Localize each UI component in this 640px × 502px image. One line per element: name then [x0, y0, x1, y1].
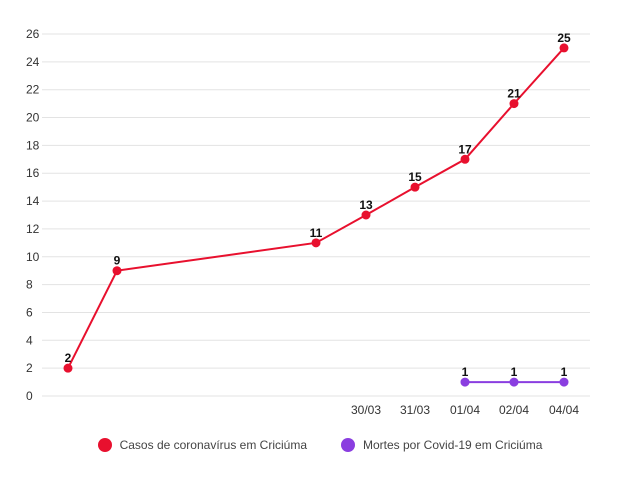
y-tick-label: 18 [26, 138, 40, 152]
data-point [460, 377, 470, 387]
y-tick-label: 4 [26, 333, 33, 347]
y-tick-label: 12 [26, 222, 40, 236]
x-tick-label: 01/04 [450, 403, 480, 417]
x-tick-label: 30/03 [351, 403, 381, 417]
y-tick-label: 14 [26, 194, 40, 208]
data-label: 1 [462, 365, 469, 379]
data-label: 1 [511, 365, 518, 379]
data-point [311, 238, 321, 248]
data-point [509, 99, 519, 109]
legend-label-deaths: Mortes por Covid-19 em Criciúma [363, 438, 543, 452]
data-point [410, 182, 420, 192]
data-label: 2 [65, 351, 72, 365]
data-label: 21 [507, 87, 521, 101]
x-tick-label: 31/03 [400, 403, 430, 417]
data-point [559, 43, 569, 53]
data-label: 25 [557, 31, 571, 45]
y-tick-label: 10 [26, 250, 40, 264]
x-tick-label: 02/04 [499, 403, 529, 417]
data-label: 13 [359, 198, 373, 212]
y-tick-label: 20 [26, 111, 40, 125]
y-tick-label: 0 [26, 389, 33, 403]
data-label: 11 [310, 226, 323, 240]
y-tick-label: 22 [26, 83, 40, 97]
data-label: 17 [458, 142, 472, 156]
y-tick-label: 16 [26, 166, 40, 180]
y-tick-label: 24 [26, 55, 40, 69]
data-label: 9 [114, 254, 121, 268]
data-point [63, 363, 73, 373]
series-line [67, 47, 565, 369]
data-point [112, 266, 122, 276]
x-tick-label: 04/04 [549, 403, 579, 417]
legend-label-cases: Casos de coronavírus em Criciúma [119, 438, 307, 452]
data-point [509, 377, 519, 387]
legend-swatch-cases [97, 438, 112, 452]
legend: Casos de coronavírus em Criciúma Mortes … [0, 438, 640, 452]
legend-swatch-deaths [341, 438, 355, 452]
data-point [460, 154, 470, 164]
y-tick-label: 26 [26, 27, 40, 41]
legend-item-cases: Casos de coronavírus em Criciúma [97, 438, 307, 452]
y-tick-label: 6 [26, 305, 33, 319]
data-label: 15 [408, 170, 422, 184]
data-label: 1 [561, 365, 568, 379]
y-tick-label: 8 [26, 278, 33, 292]
data-point [559, 377, 569, 387]
legend-item-deaths: Mortes por Covid-19 em Criciúma [341, 438, 542, 452]
data-point [361, 210, 371, 220]
y-tick-label: 2 [26, 361, 33, 375]
